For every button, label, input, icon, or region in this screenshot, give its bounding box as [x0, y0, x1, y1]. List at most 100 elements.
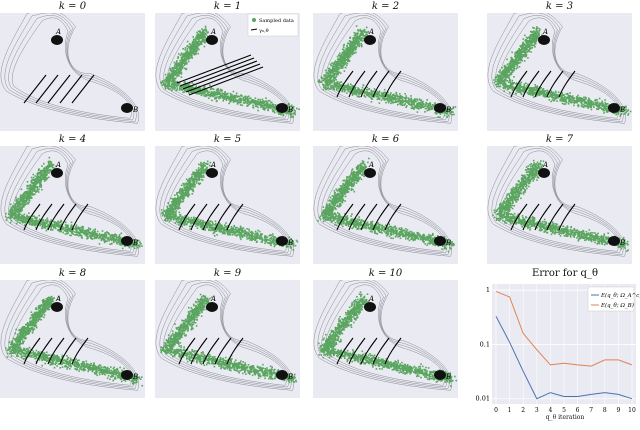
well-a-label: A: [210, 28, 216, 36]
well-a-label: A: [210, 295, 216, 303]
panel-plot-k1: A B Sampled data γ₀,θ: [155, 13, 300, 131]
well-b-marker: [121, 236, 133, 246]
well-b-marker: [608, 236, 620, 246]
well-b-label: B: [132, 239, 138, 247]
panel-title-k1: k = 1: [155, 0, 300, 13]
well-b-marker: [434, 103, 446, 113]
well-a-marker: [51, 35, 63, 45]
well-a-label: A: [368, 28, 374, 36]
legend-series-1: E(q_θ; Ω_B): [600, 302, 634, 309]
well-b-label: B: [287, 106, 293, 114]
panel-title-k7: k = 7: [487, 133, 632, 146]
well-b-marker: [276, 103, 288, 113]
x-tick-label: 4: [548, 407, 552, 414]
well-a-marker: [538, 35, 550, 45]
well-a-label: A: [55, 161, 61, 169]
panel-title-k10: k = 10: [313, 267, 458, 280]
transition-path: [48, 75, 70, 103]
panel-plot-k8: AB: [0, 280, 145, 398]
contour-line: [5, 13, 136, 122]
error-chart-title: Error for q_θ: [490, 268, 640, 282]
panel-plot-k2: AB: [313, 13, 458, 131]
contour-line: [1, 13, 139, 123]
well-b-label: B: [132, 373, 138, 381]
x-tick-label: 1: [508, 407, 512, 414]
well-a-marker: [206, 302, 218, 312]
transition-path: [36, 75, 58, 103]
contour-line: [164, 148, 289, 253]
well-b-label: B: [619, 239, 625, 247]
well-a-label: A: [542, 28, 548, 36]
well-b-label: B: [287, 373, 293, 381]
x-tick-label: 9: [616, 407, 620, 414]
y-tick-label: 0.01: [476, 395, 490, 403]
well-a-marker: [364, 35, 376, 45]
panel-plot-k5: AB: [155, 146, 300, 264]
panel-plot-k3: AB: [487, 13, 632, 131]
transition-path: [72, 75, 94, 103]
well-a-label: A: [368, 161, 374, 169]
sampled-data: [317, 158, 455, 253]
transition-paths: [24, 75, 94, 103]
legend-paths: γ₀,θ: [259, 28, 269, 34]
well-b-label: B: [132, 106, 138, 114]
x-tick-label: 7: [589, 407, 593, 414]
x-tick-label: 8: [603, 407, 607, 414]
well-b-marker: [434, 370, 446, 380]
legend-sampled-data: Sampled data: [259, 18, 294, 24]
error-chart-legend: E(q_θ; Ω_A^c) E(q_θ; Ω_B): [588, 287, 640, 311]
panel-title-k3: k = 3: [487, 0, 632, 13]
sampled-data: [317, 25, 456, 118]
contour-lines: [1, 13, 139, 123]
well-a-marker: [364, 302, 376, 312]
well-b-marker: [276, 236, 288, 246]
panel-plot-k4: AB: [0, 146, 145, 264]
well-b-marker: [121, 370, 133, 380]
transition-path: [186, 64, 260, 92]
panel-plot-k7: AB: [487, 146, 632, 264]
transition-path: [24, 75, 46, 103]
x-tick-label: 2: [521, 407, 525, 414]
transition-path: [180, 58, 254, 86]
transition-path: [60, 75, 82, 103]
panel-title-k9: k = 9: [155, 267, 300, 280]
sampled-data: [160, 294, 297, 384]
x-tick-label: 10: [628, 407, 636, 414]
well-a-label: A: [210, 161, 216, 169]
well-b-label: B: [619, 106, 625, 114]
x-tick-label: 6: [576, 407, 580, 414]
well-a-label: A: [55, 28, 61, 36]
well-b-marker: [276, 370, 288, 380]
contour-line: [12, 18, 131, 118]
contour-line: [9, 15, 134, 120]
well-b-marker: [121, 103, 133, 113]
panel-title-k4: k = 4: [0, 133, 145, 146]
well-a-marker: [206, 35, 218, 45]
panel-title-k0: k = 0: [0, 0, 145, 13]
panel-title-k2: k = 2: [313, 0, 458, 13]
well-b-marker: [434, 236, 446, 246]
legend-series-0: E(q_θ; Ω_A^c): [600, 292, 640, 299]
well-a-marker: [206, 168, 218, 178]
x-tick-label: 3: [535, 407, 539, 414]
x-tick-label: 5: [562, 407, 566, 414]
well-b-label: B: [445, 106, 451, 114]
y-tick-label: 0.1: [480, 340, 490, 348]
panel-plot-k6: AB: [313, 146, 458, 264]
panel-plot-k0: AB: [0, 13, 145, 131]
well-b-label: B: [287, 239, 293, 247]
transition-path: [183, 61, 257, 89]
panel-plot-k9: AB: [155, 280, 300, 398]
